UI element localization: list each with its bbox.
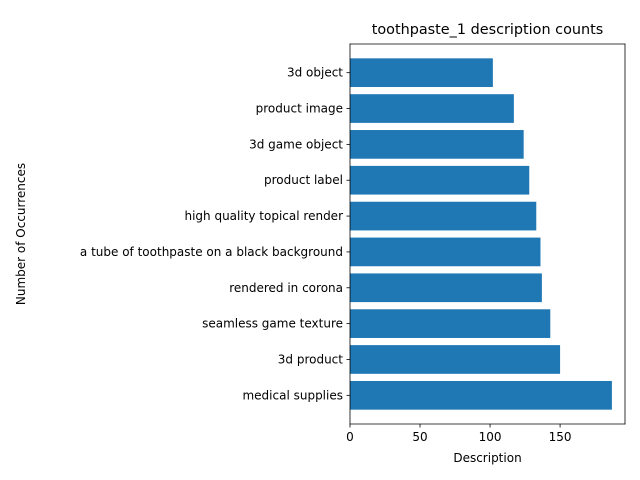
- bar: [350, 201, 537, 231]
- y-tick-label: 3d game object: [249, 137, 343, 151]
- bars-group: [350, 58, 612, 410]
- bar: [350, 237, 541, 267]
- bar: [350, 273, 542, 303]
- bar: [350, 165, 530, 195]
- x-tick-label: 50: [412, 430, 427, 444]
- y-tick-label: medical supplies: [242, 388, 343, 402]
- x-tick-label: 0: [346, 430, 354, 444]
- bar: [350, 130, 524, 159]
- x-tick-label: 100: [479, 430, 502, 444]
- x-ticks: 0 50 100 150: [346, 424, 572, 444]
- bar: [350, 380, 612, 410]
- chart-title: toothpaste_1 description counts: [372, 22, 604, 38]
- axes-frame: [349, 43, 626, 425]
- x-axis-label: Description: [453, 451, 521, 465]
- y-axis-label: Number of Occurrences: [14, 163, 28, 305]
- y-tick-label: high quality topical render: [184, 209, 343, 223]
- y-tick-label: 3d object: [287, 66, 343, 80]
- bar: [350, 345, 561, 374]
- bar: [350, 94, 514, 123]
- y-tick-label: product label: [264, 173, 343, 187]
- bar: [350, 309, 551, 338]
- y-tick-label: rendered in corona: [229, 281, 343, 295]
- y-tick-label: seamless game texture: [202, 317, 343, 331]
- y-tick-label: 3d product: [278, 352, 344, 366]
- x-tick-label: 150: [549, 430, 572, 444]
- y-ticks: medical supplies 3d product seamless game …: [80, 66, 350, 402]
- y-tick-label: product image: [256, 102, 343, 116]
- y-tick-label: a tube of toothpaste on a black backgrou…: [80, 245, 343, 259]
- bar: [350, 58, 493, 88]
